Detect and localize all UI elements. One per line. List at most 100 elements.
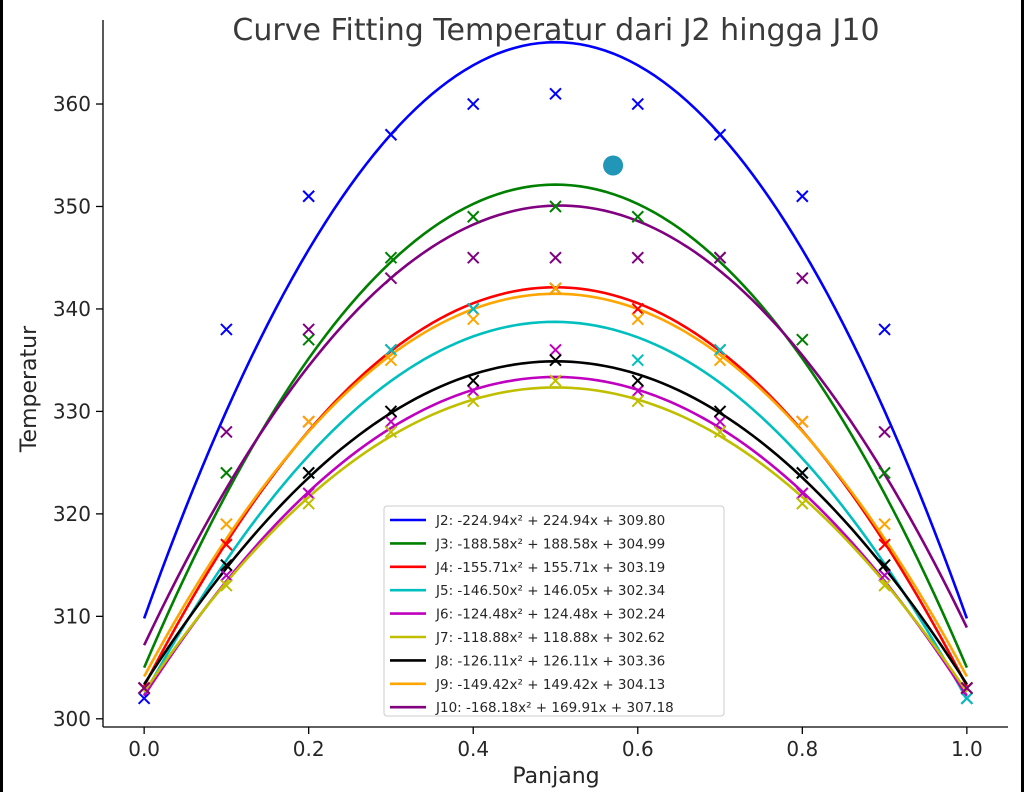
y-axis-label: Temperatur xyxy=(17,325,42,453)
data-point-j7 xyxy=(302,497,315,510)
fit-curve-j3 xyxy=(142,183,969,669)
data-point-j8 xyxy=(878,558,891,572)
data-point-j7 xyxy=(467,394,480,408)
legend: J2: -224.94x² + 224.94x + 309.80 J3: -188… xyxy=(383,505,725,717)
data-point-j3 xyxy=(631,210,644,223)
data-point-j6 xyxy=(878,569,891,582)
legend-label-j10: J10: -168.18x² + 169.91x + 307.18 xyxy=(435,700,674,716)
data-point-j9 xyxy=(713,353,727,367)
data-point-j6 xyxy=(631,384,644,398)
data-point-j5 xyxy=(384,343,398,357)
right-edge-border xyxy=(1021,0,1024,792)
data-point-j2 xyxy=(302,190,315,203)
data-point-j4 xyxy=(220,538,233,551)
left-edge-border xyxy=(0,0,3,792)
fit-curve-j7 xyxy=(143,386,968,693)
data-point-j6 xyxy=(796,487,809,500)
data-point-j2 xyxy=(631,97,644,111)
data-point-j8 xyxy=(467,374,480,387)
y-tick-label: 340 xyxy=(53,297,91,321)
data-point-j7 xyxy=(549,374,562,387)
data-point-j7 xyxy=(713,425,727,439)
data-point-j10 xyxy=(878,425,891,439)
data-point-j7 xyxy=(384,425,398,439)
legend-label-j4: J4: -155.71x² + 155.71x + 303.19 xyxy=(435,560,665,576)
data-point-j8 xyxy=(713,405,727,418)
legend-label-j3: J3: -188.58x² + 188.58x + 304.99 xyxy=(435,536,665,552)
legend-label-j6: J6: -124.48x² + 124.48x + 302.24 xyxy=(435,607,665,623)
data-point-j10 xyxy=(960,681,974,695)
legend-label-j2: J2: -224.94x² + 224.94x + 309.80 xyxy=(435,513,665,529)
plot-area: 0.0 0.2 0.4 0.6 0.8 1.0 300 310 320 330 340 350 360 xyxy=(53,20,1008,761)
data-point-j6 xyxy=(220,569,233,582)
data-point-j3 xyxy=(384,251,398,264)
x-tick-label: 0.0 xyxy=(128,737,160,761)
data-point-j5 xyxy=(713,343,727,357)
legend-label-j8: J8: -126.11x² + 126.11x + 303.36 xyxy=(435,653,665,669)
legend-box xyxy=(383,505,725,717)
data-point-j10 xyxy=(384,272,398,285)
data-point-j10 xyxy=(796,272,809,285)
data-point-j3 xyxy=(467,210,480,223)
data-point-j9 xyxy=(631,312,644,326)
data-point-j3 xyxy=(302,333,315,346)
data-point-j10 xyxy=(302,323,315,336)
data-point-j7 xyxy=(796,497,809,510)
data-point-j2 xyxy=(878,323,891,336)
data-point-j4 xyxy=(631,302,644,316)
data-point-j6 xyxy=(713,415,727,428)
data-point-j2 xyxy=(796,190,809,203)
data-point-j10 xyxy=(549,251,562,264)
x-tick-label: 0.8 xyxy=(786,737,818,761)
data-point-j9 xyxy=(220,517,233,531)
data-point-j5 xyxy=(960,692,974,705)
data-point-j3 xyxy=(796,333,809,346)
y-tick-label: 300 xyxy=(53,707,91,731)
data-point-j8 xyxy=(631,374,644,387)
data-point-j10 xyxy=(137,681,151,695)
x-tick-label: 0.2 xyxy=(293,737,325,761)
data-point-j2 xyxy=(137,692,151,705)
fit-curve-j2 xyxy=(142,40,969,619)
data-point-j5 xyxy=(467,302,480,316)
x-tick-label: 0.4 xyxy=(457,737,489,761)
data-point-j2 xyxy=(713,128,727,141)
data-point-j9 xyxy=(384,353,398,367)
data-point-j9 xyxy=(878,517,891,531)
data-point-j6 xyxy=(384,415,398,428)
data-point-j6 xyxy=(302,487,315,500)
data-point-j3 xyxy=(220,466,233,480)
fit-curve-j6 xyxy=(143,375,968,697)
data-point-j3 xyxy=(549,200,562,213)
x-tick-label: 1.0 xyxy=(951,737,983,761)
data-point-j5 xyxy=(631,353,644,367)
legend-label-j7: J7: -118.88x² + 118.88x + 302.62 xyxy=(435,630,665,646)
data-point-j4 xyxy=(878,538,891,551)
data-point-j8 xyxy=(796,466,809,480)
fit-curve-j5 xyxy=(143,320,968,701)
data-point-j10 xyxy=(220,425,233,439)
data-point-j6 xyxy=(467,384,480,398)
data-point-j9 xyxy=(796,415,809,428)
x-tick-label: 0.6 xyxy=(622,737,654,761)
data-point-j10 xyxy=(467,251,480,264)
legend-label-j9: J9: -149.42x² + 149.42x + 304.13 xyxy=(435,677,665,693)
data-point-j7 xyxy=(878,579,891,592)
data-point-j8 xyxy=(549,353,562,367)
y-tick-label: 350 xyxy=(53,194,91,218)
data-point-j2 xyxy=(549,87,562,100)
y-tick-label: 320 xyxy=(53,502,91,526)
legend-label-j5: J5: -146.50x² + 146.05x + 302.34 xyxy=(435,583,665,599)
data-point-j7 xyxy=(220,579,233,592)
data-point-j2 xyxy=(220,323,233,336)
data-point-j8 xyxy=(220,558,233,572)
data-point-j6 xyxy=(549,343,562,357)
data-point-j8 xyxy=(302,466,315,480)
data-point-j8 xyxy=(384,405,398,418)
y-tick-label: 330 xyxy=(53,399,91,423)
data-point-j9 xyxy=(467,312,480,326)
data-point-j2 xyxy=(384,128,398,141)
data-point-j3 xyxy=(878,466,891,480)
